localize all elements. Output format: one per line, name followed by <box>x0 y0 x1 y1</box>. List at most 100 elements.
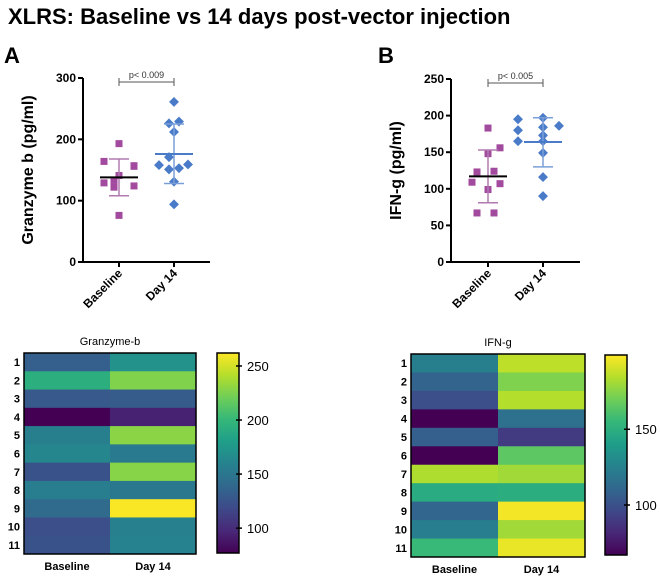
heatmap-cell <box>110 371 197 391</box>
heatmap-cell <box>24 389 111 409</box>
data-point-day14 <box>538 172 548 183</box>
column-label: Day 14 <box>135 561 171 573</box>
heatmap-cell <box>498 464 586 484</box>
heatmap-cell <box>411 501 499 521</box>
data-point-baseline <box>473 168 481 176</box>
data-point-day14 <box>154 160 164 171</box>
data-point-day14 <box>174 163 184 174</box>
y-tick-label: 50 <box>431 218 445 232</box>
data-point-day14 <box>174 116 184 127</box>
data-point-baseline <box>496 144 504 152</box>
colorbar <box>216 352 240 554</box>
column-label: Baseline <box>44 561 89 573</box>
column-label: Day 14 <box>524 564 560 576</box>
row-label: 1 <box>401 358 407 370</box>
panel-label-a: A <box>4 43 20 68</box>
row-label: 2 <box>401 377 407 389</box>
colorbar <box>604 354 628 556</box>
row-label: 3 <box>401 395 407 407</box>
colorbar-tick-label: 100 <box>635 498 657 513</box>
colorbar-tick-label: 200 <box>247 413 269 428</box>
heatmap-cell <box>498 354 586 373</box>
data-point-baseline <box>100 179 108 187</box>
heatmap-cell <box>24 353 111 372</box>
y-axis-label: IFN-g (pg/ml) <box>388 121 405 220</box>
heatmap-cell <box>411 390 499 410</box>
heatmap-cell <box>24 444 111 464</box>
row-label: 7 <box>14 467 20 479</box>
heatmap-cell <box>110 389 197 409</box>
heatmap-cell <box>411 538 499 558</box>
row-label: 5 <box>401 432 407 444</box>
y-tick-label: 0 <box>69 255 76 269</box>
heatmap-cell <box>110 426 197 445</box>
panel-label-b: B <box>378 43 394 68</box>
heatmap-cell <box>498 446 586 466</box>
heatmap-cell <box>24 462 111 482</box>
figure-title: XLRS: Baseline vs 14 days post-vector in… <box>8 4 511 29</box>
row-label: 2 <box>14 375 20 387</box>
column-label: Baseline <box>432 564 477 576</box>
data-point-baseline <box>496 180 504 188</box>
y-axis-label: Granzyme b (pg/ml) <box>20 95 37 244</box>
data-point-day14 <box>513 114 523 125</box>
heatmap-cell <box>411 427 499 447</box>
heatmap-cell <box>110 353 197 372</box>
data-point-day14 <box>183 159 193 170</box>
heatmap-cell <box>498 372 586 392</box>
y-tick-label: 300 <box>56 71 76 85</box>
heatmap-cell <box>110 407 197 427</box>
row-label: 4 <box>14 412 21 424</box>
row-label: 8 <box>401 487 407 499</box>
row-label: 9 <box>14 503 20 515</box>
y-tick-label: 250 <box>424 72 444 86</box>
x-tick-label: Day 14 <box>143 266 180 303</box>
p-value-label: p< 0.005 <box>498 71 533 81</box>
heatmap-cell <box>498 538 586 558</box>
p-value-label: p< 0.009 <box>129 70 164 80</box>
data-point-baseline <box>484 124 492 132</box>
data-point-baseline <box>130 162 138 170</box>
data-point-baseline <box>130 182 138 190</box>
heatmap-title: IFN-g <box>484 337 512 349</box>
data-point-day14 <box>554 120 564 131</box>
colorbar-tick-label: 150 <box>247 467 269 482</box>
colorbar-tick-label: 250 <box>247 359 269 374</box>
row-label: 7 <box>401 469 407 481</box>
y-tick-label: 150 <box>424 145 444 159</box>
heatmap-cell <box>411 483 499 503</box>
colorbar-tick-label: 100 <box>247 521 269 536</box>
data-point-baseline <box>115 140 123 148</box>
heatmap-cell <box>24 426 111 445</box>
data-point-baseline <box>468 178 476 186</box>
colorbar-tick-label: 150 <box>635 422 657 437</box>
heatmap-cell <box>110 517 197 537</box>
heatmap-cell <box>498 427 586 447</box>
heatmap-cell <box>411 372 499 392</box>
heatmap-cell <box>24 499 111 518</box>
y-tick-label: 200 <box>424 109 444 123</box>
heatmap-cell <box>498 409 586 429</box>
row-label: 3 <box>14 394 20 406</box>
heatmap-cell <box>110 480 197 500</box>
heatmap-cell <box>498 520 586 540</box>
row-label: 9 <box>401 506 407 518</box>
data-point-baseline <box>490 209 498 217</box>
data-point-baseline <box>100 157 108 165</box>
data-point-day14 <box>513 125 523 136</box>
data-point-day14 <box>164 164 174 175</box>
y-tick-label: 100 <box>56 194 76 208</box>
row-label: 10 <box>8 522 20 534</box>
heatmap-cell <box>24 407 111 427</box>
heatmap-cell <box>411 446 499 466</box>
row-label: 6 <box>14 449 20 461</box>
heatmap-cell <box>110 535 197 555</box>
data-point-day14 <box>169 199 179 210</box>
heatmap-cell <box>24 535 111 555</box>
x-tick-label: Baseline <box>449 266 494 311</box>
heatmap-cell <box>498 390 586 410</box>
data-point-day14 <box>538 191 548 202</box>
data-point-baseline <box>490 167 498 175</box>
data-point-day14 <box>513 136 523 147</box>
